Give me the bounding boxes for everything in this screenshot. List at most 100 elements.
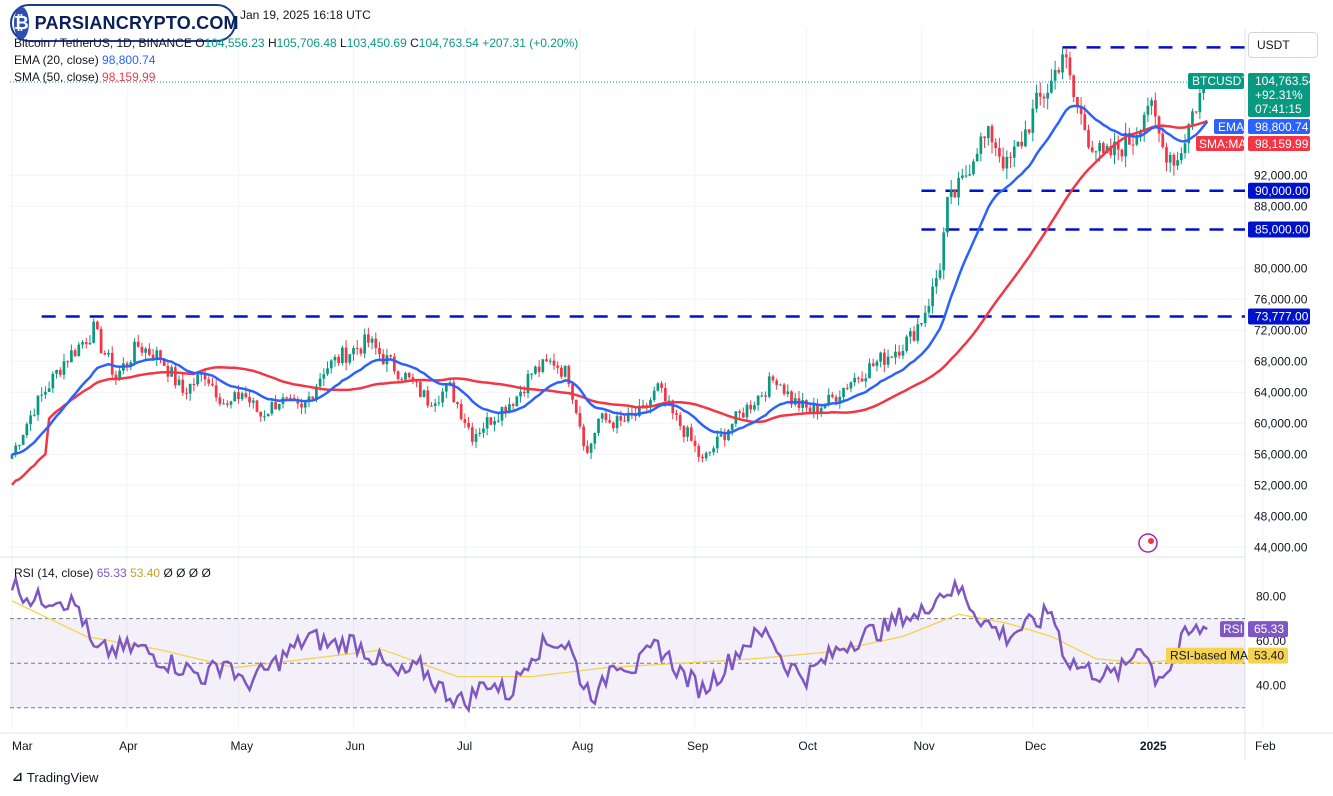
symbol-legend[interactable]: Bitcoin / TetherUS, 1D, BINANCE O104,556… bbox=[14, 36, 579, 50]
candle-body bbox=[244, 393, 248, 397]
candle-body bbox=[760, 395, 764, 397]
candle-body bbox=[1194, 111, 1198, 113]
candle-body bbox=[879, 352, 882, 362]
timestamp: Jan 19, 2025 16:18 UTC bbox=[240, 8, 371, 22]
candle-body bbox=[36, 395, 40, 415]
level-price-tag bbox=[1248, 308, 1310, 325]
time-axis-tick: Jun bbox=[346, 739, 365, 753]
candle-body bbox=[222, 403, 225, 405]
price-axis-tick: 56,000.00 bbox=[1254, 447, 1308, 461]
sma-legend[interactable]: SMA (50, close) 98,159.99 bbox=[14, 69, 155, 85]
candles bbox=[10, 47, 1209, 463]
rsi-legend[interactable]: RSI (14, close) 65.33 53.40 Ø Ø Ø Ø bbox=[14, 565, 211, 581]
candle-body bbox=[51, 373, 55, 389]
candle-body bbox=[534, 366, 537, 374]
candle-body bbox=[389, 355, 392, 357]
candle-body bbox=[775, 380, 779, 386]
candle-body bbox=[1076, 96, 1079, 107]
candle-body bbox=[641, 405, 645, 407]
rsi-band bbox=[10, 618, 1245, 709]
candle-body bbox=[1102, 143, 1105, 154]
candle-body bbox=[1012, 146, 1016, 158]
candle-body bbox=[864, 378, 868, 382]
currency-button[interactable]: USDT bbox=[1248, 32, 1318, 58]
candle-body bbox=[515, 396, 519, 407]
axes: 92,000.00 88,000.00 80,000.00 76,000.00 72,0… bbox=[12, 168, 1308, 753]
candle-body bbox=[831, 394, 834, 397]
candle-body bbox=[656, 383, 660, 391]
candle-body bbox=[322, 374, 326, 379]
candle-body bbox=[1009, 156, 1012, 158]
candle-body bbox=[1087, 129, 1090, 148]
candle-body bbox=[1001, 156, 1005, 169]
candle-body bbox=[875, 361, 879, 366]
candle-body bbox=[259, 411, 263, 417]
tradingview-brand[interactable]: ⊿ TradingView bbox=[12, 770, 98, 785]
ema-value: 98,800.74 bbox=[102, 53, 156, 67]
candle-body bbox=[363, 334, 367, 354]
rsi-value-text: 65.33 bbox=[1254, 622, 1284, 636]
candle-body bbox=[589, 443, 593, 453]
ema-legend[interactable]: EMA (20, close) 98,800.74 bbox=[14, 52, 155, 68]
candle-body bbox=[652, 390, 656, 401]
price-tags: BTCUSDT 104,763.54+92.31%07:41:15 EMA 98,80… bbox=[1138, 73, 1315, 664]
candle-body bbox=[842, 387, 845, 397]
candle-body bbox=[444, 384, 448, 392]
rsi-ma-tag bbox=[1166, 647, 1244, 664]
logo-mark-icon: ₿ bbox=[14, 7, 29, 39]
candle-body bbox=[660, 383, 663, 388]
candle-body bbox=[916, 324, 920, 341]
candle-body bbox=[975, 153, 979, 162]
candle-body bbox=[29, 415, 32, 425]
candle-body bbox=[136, 341, 140, 347]
candle-body bbox=[723, 434, 727, 441]
candle-body bbox=[1068, 57, 1072, 76]
candle-body bbox=[738, 411, 741, 413]
candle-body bbox=[560, 367, 563, 377]
candle-body bbox=[378, 347, 381, 355]
rsi-axis-tick: 80.00 bbox=[1256, 589, 1286, 603]
candle-body bbox=[307, 396, 311, 403]
candle-body bbox=[1072, 75, 1076, 97]
candle-body bbox=[556, 365, 560, 368]
candle-body bbox=[816, 404, 819, 414]
symbol-tag-text: BTCUSDT bbox=[1192, 74, 1249, 88]
candle-body bbox=[62, 361, 66, 375]
time-axis-tick: Jul bbox=[457, 739, 472, 753]
candle-body bbox=[619, 416, 623, 421]
candle-body bbox=[133, 341, 136, 363]
candle-body bbox=[270, 402, 274, 414]
candle-body bbox=[467, 422, 470, 428]
candle-body bbox=[934, 278, 938, 287]
rsi-value-tag bbox=[1248, 621, 1288, 638]
open-value: 104,556.23 bbox=[204, 36, 265, 50]
candle-body bbox=[834, 396, 838, 402]
candle-body bbox=[908, 331, 912, 337]
candle-body bbox=[125, 363, 129, 366]
last-price-tag bbox=[1248, 73, 1310, 117]
level-price-tag bbox=[1248, 221, 1310, 238]
candle-body bbox=[764, 395, 767, 397]
candle-body bbox=[994, 142, 998, 149]
candle-body bbox=[367, 334, 370, 343]
candle-body bbox=[289, 397, 292, 399]
candle-body bbox=[185, 392, 188, 394]
candle-body bbox=[1031, 108, 1035, 133]
candle-body bbox=[129, 362, 133, 366]
candle-body bbox=[719, 434, 723, 437]
candle-body bbox=[173, 367, 177, 386]
candle-body bbox=[396, 371, 400, 379]
candle-body bbox=[600, 413, 604, 419]
candle-body bbox=[459, 403, 463, 420]
candle-body bbox=[1142, 114, 1146, 132]
rsi-tag-text: RSI bbox=[1223, 622, 1243, 636]
candle-body bbox=[229, 401, 233, 405]
candle-body bbox=[277, 403, 281, 410]
candle-body bbox=[1016, 141, 1020, 147]
candle-body bbox=[374, 338, 378, 348]
time-axis-tick: 2025 bbox=[1140, 739, 1167, 753]
candle-body bbox=[218, 397, 222, 404]
candle-body bbox=[586, 446, 589, 453]
candle-body bbox=[1161, 133, 1165, 148]
